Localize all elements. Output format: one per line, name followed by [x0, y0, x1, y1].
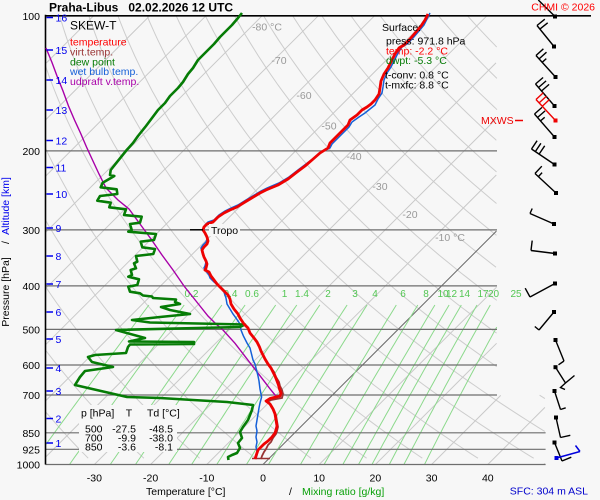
svg-text:Td [°C]: Td [°C] — [147, 408, 180, 420]
svg-text:850: 850 — [85, 442, 103, 454]
svg-text:Altitude [km]: Altitude [km] — [0, 177, 12, 235]
svg-text:-30: -30 — [87, 473, 102, 485]
svg-text:CHMI © 2026: CHMI © 2026 — [531, 2, 595, 14]
svg-text:600: 600 — [22, 360, 40, 372]
svg-text:100: 100 — [22, 11, 40, 23]
svg-text:Temperature [°C]: Temperature [°C] — [146, 486, 226, 498]
svg-text:-10: -10 — [199, 473, 214, 485]
svg-text:700: 700 — [85, 433, 103, 445]
svg-text:dwpt: -5.3 °C: dwpt: -5.3 °C — [386, 55, 447, 67]
svg-text:500: 500 — [22, 325, 40, 337]
svg-text:MXWS: MXWS — [481, 115, 514, 127]
svg-text:5: 5 — [56, 334, 62, 346]
svg-text:-10 °C: -10 °C — [435, 232, 465, 244]
svg-text:8: 8 — [56, 251, 62, 263]
svg-text:6: 6 — [56, 307, 62, 319]
svg-text:Pressure [hPa]: Pressure [hPa] — [0, 257, 12, 327]
svg-text:25: 25 — [510, 289, 522, 300]
svg-text:temp: -2.2 °C: temp: -2.2 °C — [386, 46, 448, 58]
svg-text:temperature: temperature — [70, 37, 127, 49]
svg-text:850: 850 — [22, 428, 40, 440]
svg-text:20: 20 — [370, 473, 382, 485]
svg-text:SFC: 304 m ASL: SFC: 304 m ASL — [510, 486, 588, 498]
svg-text:30: 30 — [426, 473, 438, 485]
svg-text:8: 8 — [423, 289, 429, 300]
svg-text:13: 13 — [56, 105, 68, 117]
svg-text:0.2: 0.2 — [185, 289, 199, 300]
svg-text:200: 200 — [22, 146, 40, 158]
svg-text:udpraft v.temp.: udpraft v.temp. — [70, 76, 139, 88]
svg-text:-9.9: -9.9 — [118, 433, 136, 445]
svg-text:10: 10 — [437, 289, 449, 300]
svg-text:15: 15 — [56, 45, 68, 57]
svg-text:-48.5: -48.5 — [149, 424, 173, 436]
svg-text:10: 10 — [313, 473, 325, 485]
svg-text:/: / — [0, 241, 12, 244]
svg-text:17: 17 — [477, 289, 489, 300]
svg-text:-20: -20 — [143, 473, 158, 485]
svg-text:-8.1: -8.1 — [155, 442, 173, 454]
svg-text:-38.0: -38.0 — [149, 433, 173, 445]
svg-text:700: 700 — [22, 390, 40, 402]
svg-text:-50: -50 — [321, 121, 336, 133]
svg-text:1: 1 — [56, 438, 62, 450]
svg-text:-27.5: -27.5 — [112, 424, 136, 436]
svg-text:12: 12 — [446, 289, 458, 300]
svg-text:500: 500 — [85, 424, 103, 436]
svg-text:Mixing ratio [g/kg]: Mixing ratio [g/kg] — [302, 486, 384, 498]
svg-text:14: 14 — [459, 289, 471, 300]
svg-text:400: 400 — [22, 281, 40, 293]
svg-text:-20: -20 — [402, 209, 417, 221]
svg-text:0.6: 0.6 — [245, 289, 259, 300]
svg-text:-80 °C: -80 °C — [252, 22, 282, 34]
svg-text:T: T — [126, 408, 133, 420]
svg-text:press: 971.8 hPa: press: 971.8 hPa — [386, 36, 466, 48]
svg-text:t-mxfc: 8.8 °C: t-mxfc: 8.8 °C — [385, 80, 449, 92]
svg-text:0: 0 — [260, 473, 266, 485]
svg-text:Tropo: Tropo — [211, 225, 238, 237]
svg-text:2: 2 — [56, 413, 62, 425]
svg-text:-30: -30 — [372, 181, 387, 193]
svg-text:1.4: 1.4 — [295, 289, 309, 300]
svg-text:40: 40 — [482, 473, 494, 485]
svg-text:6: 6 — [400, 289, 406, 300]
svg-text:Praha-Libus 02.02.2026 12 UT: Praha-Libus 02.02.2026 12 UTC — [49, 1, 233, 15]
svg-text:-60: -60 — [296, 90, 311, 102]
svg-text:1000: 1000 — [17, 460, 41, 472]
svg-text:p [hPa]: p [hPa] — [81, 408, 114, 420]
svg-text:300: 300 — [22, 225, 40, 237]
svg-text:11: 11 — [56, 162, 67, 174]
svg-text:3: 3 — [352, 289, 358, 300]
svg-text:16: 16 — [56, 12, 68, 24]
svg-text:/: / — [289, 486, 292, 498]
svg-text:SKEW-T: SKEW-T — [70, 19, 117, 33]
svg-text:wet bulb temp.: wet bulb temp. — [69, 66, 138, 78]
svg-text:dew point: dew point — [70, 57, 115, 69]
svg-text:20: 20 — [488, 289, 500, 300]
svg-text:3: 3 — [56, 386, 62, 398]
svg-text:14: 14 — [56, 75, 68, 87]
svg-text:-3.6: -3.6 — [118, 442, 136, 454]
svg-text:925: 925 — [22, 445, 40, 457]
svg-text:0.4: 0.4 — [224, 289, 238, 300]
svg-text:2: 2 — [325, 289, 331, 300]
svg-text:9: 9 — [56, 223, 62, 235]
svg-text:12: 12 — [56, 135, 68, 147]
svg-text:-70: -70 — [271, 55, 286, 67]
svg-text:10: 10 — [56, 189, 68, 201]
svg-text:7: 7 — [56, 279, 62, 291]
svg-text:4: 4 — [56, 363, 62, 375]
svg-text:t-conv: 0.8 °C: t-conv: 0.8 °C — [385, 70, 449, 82]
svg-text:1: 1 — [282, 289, 288, 300]
svg-text:Surface:: Surface: — [382, 22, 421, 34]
svg-text:4: 4 — [372, 289, 378, 300]
svg-text:-40: -40 — [346, 151, 361, 163]
svg-text:virt.temp.: virt.temp. — [70, 47, 113, 59]
